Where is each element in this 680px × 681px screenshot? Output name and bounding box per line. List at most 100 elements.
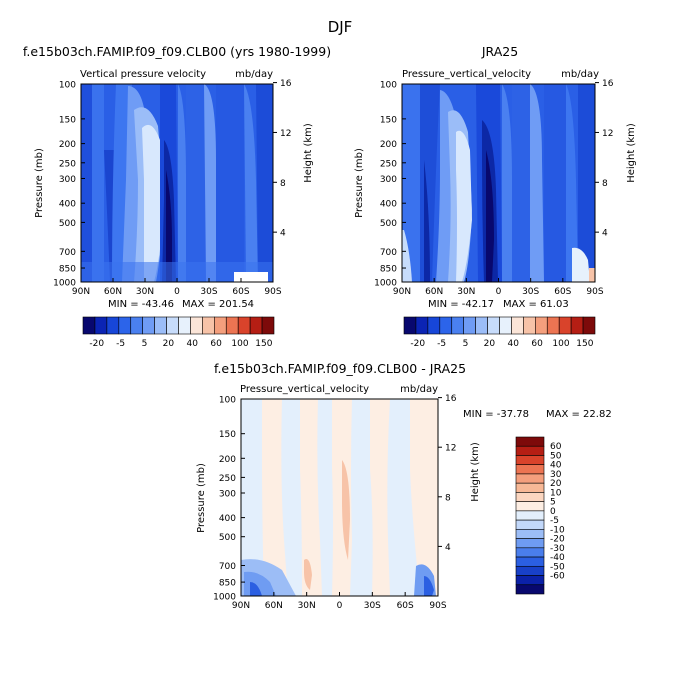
colorbar-label: -20 xyxy=(89,339,104,349)
min-label: MIN = -37.78 xyxy=(463,409,529,420)
x-tick-label: 90S xyxy=(429,601,446,611)
colorbar-swatch xyxy=(214,316,227,335)
y2-tick-label: 4 xyxy=(602,229,608,239)
colorbar-swatch xyxy=(515,538,545,549)
colorbar-swatch xyxy=(118,316,132,335)
x-ticks: 90N 60N 30N 0 30S 60S 90S xyxy=(72,278,282,297)
x-tick-label: 30N xyxy=(136,287,154,297)
panel-model-units: mb/day xyxy=(235,69,273,80)
field-band xyxy=(204,84,218,282)
y-tick-label: 150 xyxy=(219,430,236,440)
colorbar-swatch xyxy=(515,575,545,586)
y-tick-label: 850 xyxy=(59,265,76,275)
field-band xyxy=(166,170,172,282)
x-tick-label: 0 xyxy=(174,287,180,297)
y-tick-label: 700 xyxy=(380,248,397,258)
field-band xyxy=(402,230,412,282)
max-label: MAX = 22.82 xyxy=(546,409,612,420)
colorbar-label: 100 xyxy=(552,339,569,349)
colorbar-label: 60 xyxy=(210,339,222,349)
colorbar-label: 20 xyxy=(550,479,562,489)
x-tick-label: 30S xyxy=(200,287,217,297)
x-tick-label: 30S xyxy=(364,601,381,611)
y2-axis-label: Height (km) xyxy=(470,442,481,502)
colorbar-swatch xyxy=(475,316,488,335)
field-band xyxy=(304,559,312,590)
colorbar-label: 5 xyxy=(463,339,469,349)
min-label: MIN = -42.17 xyxy=(428,299,494,310)
colorbar-swatch xyxy=(523,316,536,335)
max-label: MAX = 201.54 xyxy=(182,299,254,310)
y2-tick-label: 12 xyxy=(280,129,291,139)
panel-obs-units: mb/day xyxy=(561,69,599,80)
colorbar-swatch xyxy=(154,316,167,335)
y2-tick-label: 8 xyxy=(445,493,451,503)
field-band xyxy=(456,130,472,282)
field-band xyxy=(424,576,434,596)
colorbar-swatch xyxy=(202,316,215,335)
x-tick-label: 0 xyxy=(337,601,343,611)
y-tick-label: 250 xyxy=(219,474,236,484)
panel-obs: JRA25 Pressure_vertical_velocity mb/day xyxy=(354,44,637,349)
colorbar-swatch xyxy=(515,445,545,456)
y-tick-label: 150 xyxy=(59,115,76,125)
colorbar-swatch xyxy=(535,316,548,335)
y-tick-label: 300 xyxy=(219,489,236,499)
x-tick-label: 30N xyxy=(298,601,316,611)
y-tick-label: 100 xyxy=(380,81,397,91)
colorbar-label: 40 xyxy=(508,339,520,349)
colorbar-swatch xyxy=(570,316,584,335)
y-tick-label: 850 xyxy=(380,265,397,275)
colorbar-swatch xyxy=(166,316,179,335)
x-tick-label: 90N xyxy=(72,287,90,297)
y-tick-label: 200 xyxy=(219,455,236,465)
colorbar-swatch xyxy=(558,316,572,335)
field-band xyxy=(342,460,350,560)
colorbar-swatch xyxy=(515,455,545,466)
colorbar-swatch xyxy=(515,556,545,567)
colorbar-swatch xyxy=(515,436,545,447)
field-band xyxy=(216,84,244,282)
colorbar-swatch xyxy=(178,316,191,335)
y-tick-label: 500 xyxy=(380,219,397,229)
colorbar-label: 20 xyxy=(484,339,496,349)
field-band xyxy=(370,399,390,596)
colorbar-swatch xyxy=(499,316,512,335)
y2-tick-label: 16 xyxy=(445,394,457,404)
colorbar-label: -20 xyxy=(550,535,565,545)
panel-obs-subtitle: Pressure_vertical_velocity xyxy=(402,69,531,80)
x-tick-label: 90S xyxy=(264,287,281,297)
colorbar-label: 40 xyxy=(550,461,562,471)
colorbar-swatch xyxy=(415,316,429,335)
colorbar-label: -40 xyxy=(550,553,565,563)
colorbar-label: 100 xyxy=(231,339,248,349)
field-band xyxy=(262,399,288,596)
panel-obs-title: JRA25 xyxy=(481,44,518,59)
colorbar-swatch xyxy=(439,316,453,335)
colorbar-swatch xyxy=(511,316,524,335)
x-tick-label: 90N xyxy=(232,601,250,611)
y-tick-label: 850 xyxy=(219,579,236,589)
colorbar-swatch xyxy=(190,316,203,335)
colorbar-swatch xyxy=(463,316,476,335)
y-tick-label: 150 xyxy=(380,115,397,125)
field-band xyxy=(566,84,578,282)
colorbar-swatch xyxy=(142,316,155,335)
field-band xyxy=(81,262,273,282)
y2-tick-label: 8 xyxy=(602,179,608,189)
x-tick-label: 60S xyxy=(232,287,249,297)
field-band xyxy=(486,150,494,282)
colorbar-swatch xyxy=(237,316,251,335)
y-ticks-left: 100 150 200 250 300 400 500 700 850 1000 xyxy=(53,81,85,289)
y-tick-label: 250 xyxy=(59,159,76,169)
y-tick-label: 100 xyxy=(59,81,76,91)
y-tick-label: 300 xyxy=(59,175,76,185)
field-band xyxy=(178,84,186,282)
y-tick-label: 100 xyxy=(219,396,236,406)
field-band xyxy=(544,84,566,282)
colorbar-swatch xyxy=(82,316,96,335)
field-band xyxy=(402,84,420,282)
colorbar-label: 60 xyxy=(550,442,562,452)
